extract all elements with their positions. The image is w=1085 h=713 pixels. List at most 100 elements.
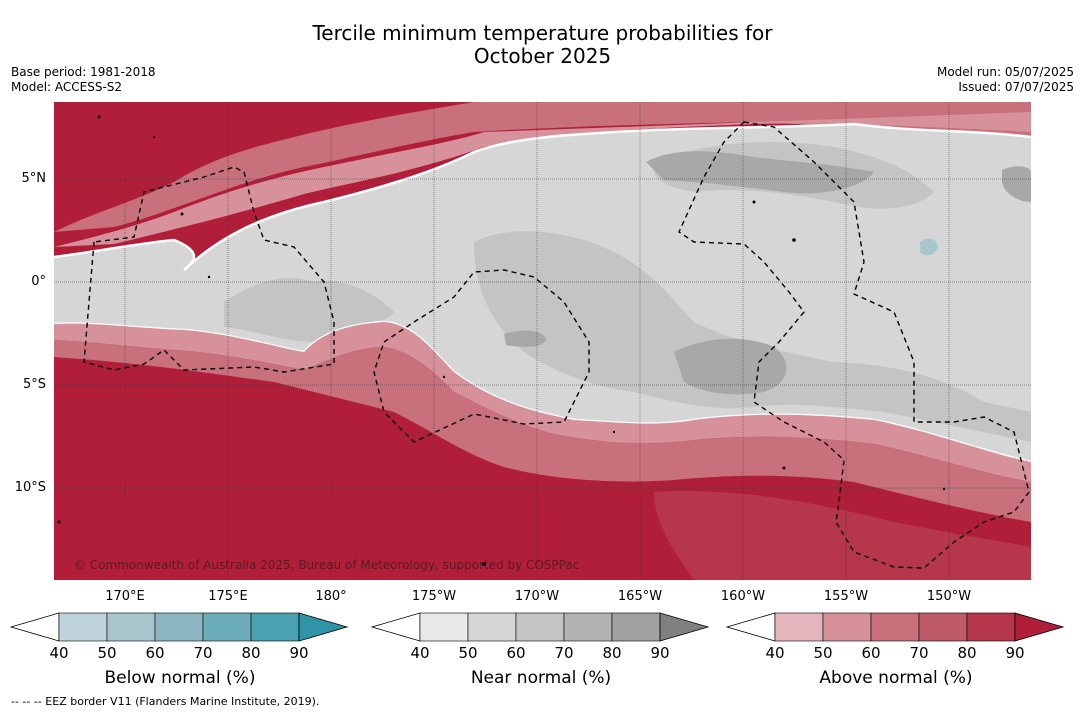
tick-label: 80 bbox=[602, 644, 622, 662]
colorbar-below-label: Below normal (%) bbox=[104, 668, 256, 688]
near-normal-70-patch-4 bbox=[1002, 166, 1031, 202]
above-normal-60-north bbox=[54, 112, 1031, 247]
lat-label-10s: 10°S bbox=[14, 480, 46, 495]
base-period-info: Base period: 1981-2018 Model: ACCESS-S2 bbox=[11, 65, 156, 95]
tick-label: 90 bbox=[289, 644, 309, 662]
tick-label: 70 bbox=[909, 644, 929, 662]
copyright-credit: © Commonwealth of Australia 2025, Bureau… bbox=[74, 558, 580, 572]
map-title-line1: Tercile minimum temperature probabilitie… bbox=[312, 21, 773, 45]
colorbar-near-label: Near normal (%) bbox=[470, 668, 612, 688]
lat-label-5s: 5°S bbox=[22, 377, 46, 392]
near-normal-60-patch-2 bbox=[474, 231, 1031, 442]
model-text: Model: ACCESS-S2 bbox=[11, 80, 123, 94]
island bbox=[207, 275, 211, 279]
above-normal-70-north bbox=[54, 102, 1031, 232]
colorbar-extend-low bbox=[725, 612, 776, 642]
lat-label-0: 0° bbox=[31, 274, 46, 289]
below-normal-spot bbox=[920, 238, 938, 256]
colorbar-bin bbox=[870, 612, 920, 642]
island bbox=[442, 375, 446, 379]
lon-label-170e: 170°E bbox=[105, 589, 145, 604]
island bbox=[782, 466, 786, 470]
tick-label: 70 bbox=[554, 644, 574, 662]
colorbar-bin bbox=[918, 612, 968, 642]
above-normal-60-south bbox=[54, 322, 1031, 482]
colorbar-bin bbox=[563, 612, 613, 642]
island bbox=[180, 212, 184, 216]
issued-text: Issued: 07/07/2025 bbox=[958, 80, 1074, 94]
tick-label: 40 bbox=[49, 644, 69, 662]
colorbar-extend-low bbox=[9, 612, 60, 642]
tick-label: 40 bbox=[410, 644, 430, 662]
lon-label-160w: 160°W bbox=[720, 589, 766, 604]
colorbar-bin bbox=[774, 612, 824, 642]
lon-label-175w: 175°W bbox=[411, 589, 457, 604]
colorbar-bin bbox=[154, 612, 204, 642]
eez-footnote: -- -- -- EEZ border V11 (Flanders Marine… bbox=[11, 695, 320, 708]
island bbox=[752, 200, 756, 204]
colorbar-bin bbox=[202, 612, 252, 642]
model-run-info: Model run: 05/07/2025 Issued: 07/07/2025 bbox=[937, 65, 1074, 95]
tick-label: 60 bbox=[145, 644, 165, 662]
near-normal-70-patch-3 bbox=[646, 151, 874, 194]
tick-label: 80 bbox=[957, 644, 977, 662]
tick-label: 60 bbox=[861, 644, 881, 662]
eez-borders bbox=[83, 121, 1030, 569]
above-normal-80-southeast bbox=[654, 491, 1031, 580]
colorbar-bin bbox=[106, 612, 156, 642]
tick-label: 50 bbox=[458, 644, 478, 662]
colorbar-near-normal: 40 50 60 70 80 90 bbox=[370, 612, 711, 662]
colorbar-extend-low bbox=[370, 612, 421, 642]
colorbar-extend-high bbox=[1014, 612, 1065, 642]
colorbar-above-normal: 40 50 60 70 80 90 bbox=[725, 612, 1066, 662]
lon-label-175e: 175°E bbox=[208, 589, 248, 604]
tick-label: 80 bbox=[241, 644, 261, 662]
tick-label: 70 bbox=[193, 644, 213, 662]
graticule bbox=[54, 102, 1031, 580]
probability-map bbox=[54, 102, 1031, 580]
colorbar-bin bbox=[515, 612, 565, 642]
lon-label-180: 180° bbox=[315, 589, 347, 604]
lon-label-155w: 155°W bbox=[823, 589, 869, 604]
islands bbox=[57, 115, 946, 566]
colorbar-extend-high bbox=[659, 612, 710, 642]
colorbar-above-label: Above normal (%) bbox=[819, 668, 973, 688]
lon-label-170w: 170°W bbox=[514, 589, 560, 604]
near-normal-70-patch-2 bbox=[504, 330, 546, 347]
colorbar-bin bbox=[419, 612, 469, 642]
lon-label-150w: 150°W bbox=[926, 589, 972, 604]
map-title-line2: October 2025 bbox=[473, 44, 612, 68]
base-period-text: Base period: 1981-2018 bbox=[11, 65, 156, 79]
colorbar-bin bbox=[611, 612, 661, 642]
colorbar-bin bbox=[467, 612, 517, 642]
colorbar-near-svg bbox=[370, 612, 710, 642]
eez-border-tokelau bbox=[373, 269, 590, 443]
island bbox=[792, 238, 796, 242]
colorbar-above-svg bbox=[725, 612, 1065, 642]
probability-map-svg bbox=[54, 102, 1031, 580]
tick-label: 50 bbox=[813, 644, 833, 662]
colorbar-extend-high bbox=[298, 612, 349, 642]
island bbox=[942, 487, 946, 491]
colorbar-bin bbox=[966, 612, 1016, 642]
tick-label: 90 bbox=[650, 644, 670, 662]
model-run-text: Model run: 05/07/2025 bbox=[936, 65, 1074, 79]
lat-label-5n: 5°N bbox=[21, 171, 47, 186]
island bbox=[612, 430, 616, 434]
colorbar-bin bbox=[58, 612, 108, 642]
colorbar-bin bbox=[250, 612, 300, 642]
island bbox=[152, 135, 156, 139]
island bbox=[97, 115, 101, 119]
tick-label: 60 bbox=[506, 644, 526, 662]
lon-label-165w: 165°W bbox=[617, 589, 663, 604]
colorbar-below-svg bbox=[9, 612, 349, 642]
above-normal-70-south bbox=[54, 340, 1031, 522]
eez-border-kiribati bbox=[678, 121, 1030, 569]
island bbox=[482, 562, 486, 566]
map-title: Tercile minimum temperature probabilitie… bbox=[0, 22, 1085, 68]
tick-label: 50 bbox=[97, 644, 117, 662]
tick-label: 40 bbox=[765, 644, 785, 662]
island bbox=[57, 520, 61, 524]
near-normal-70-patch-1 bbox=[674, 338, 787, 395]
colorbar-below-normal: 40 50 60 70 80 90 bbox=[9, 612, 350, 662]
